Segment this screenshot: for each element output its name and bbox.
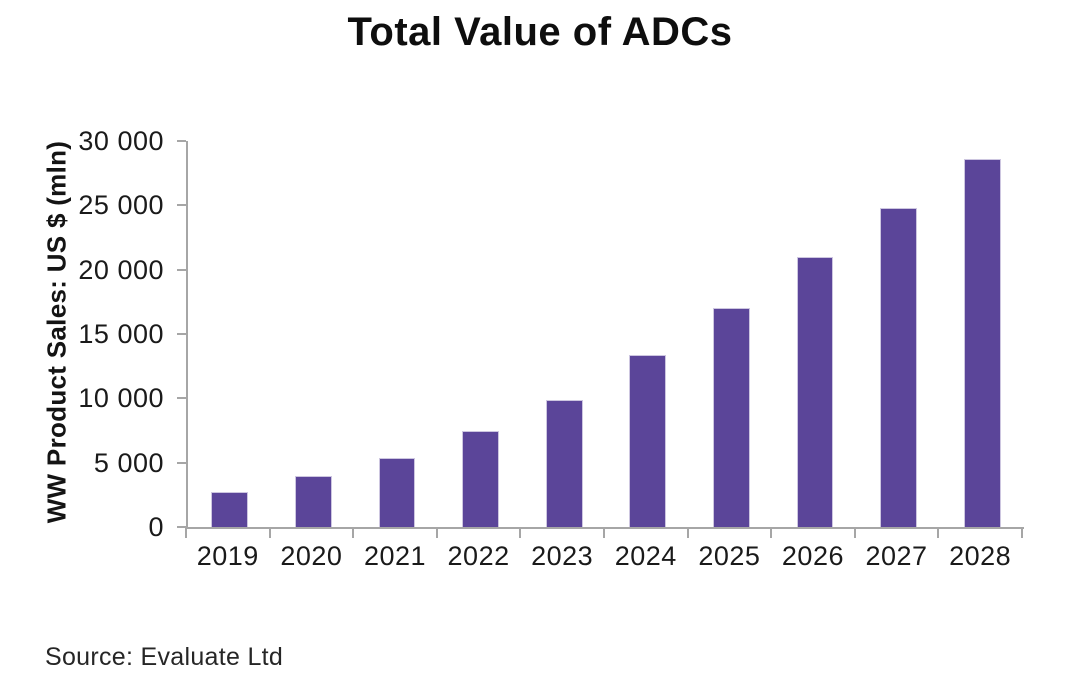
- y-tick-label-5000: 5 000: [93, 447, 164, 478]
- x-tick-mark-10: [1021, 529, 1023, 538]
- bar-cell-2020: [272, 141, 356, 527]
- x-tick-mark-5: [603, 529, 605, 538]
- y-tick-label-10000: 10 000: [78, 383, 164, 414]
- bar-2021: [378, 457, 416, 527]
- x-tick-mark-3: [435, 529, 438, 538]
- x-tick-mark-7: [770, 529, 773, 538]
- x-tick-label-2026: 2026: [781, 541, 844, 571]
- bar-2027: [880, 207, 917, 527]
- x-tick-mark-4: [519, 529, 522, 538]
- x-tick-label-2024: 2024: [614, 541, 677, 571]
- y-tick-label-15000: 15 000: [78, 319, 164, 349]
- x-axis-labels: 2019 2020 2021 2022 2023 2024 2025 2026 2027 2028: [186, 541, 1022, 572]
- bar-2028: [963, 159, 1001, 527]
- x-tick-mark-2: [352, 529, 355, 538]
- bar-cell-2023: [522, 141, 606, 527]
- y-tick-mark-15000: [177, 333, 186, 335]
- x-tick-label-2025: 2025: [698, 541, 761, 571]
- x-tick-label-2022: 2022: [447, 541, 510, 571]
- chart-title: Total Value of ADCs: [347, 10, 733, 54]
- y-tick-label-0: 0: [148, 512, 164, 542]
- y-tick-mark-20000: [177, 268, 186, 271]
- bar-2024: [629, 354, 667, 527]
- y-tick-label-25000: 25 000: [78, 190, 164, 221]
- bar-cell-2019: [188, 141, 272, 527]
- x-tick-mark-8: [853, 529, 856, 538]
- x-tick-mark-0: [185, 529, 187, 538]
- x-tick-mark-6: [686, 529, 689, 538]
- source-note: Source: Evaluate Ltd: [45, 643, 284, 671]
- x-tick-label-2020: 2020: [280, 541, 343, 571]
- bar-cell-2028: [940, 141, 1024, 527]
- bar-cell-2025: [690, 141, 774, 527]
- bar-2025: [712, 308, 750, 527]
- bar-cell-2024: [606, 141, 690, 527]
- bar-2023: [545, 399, 583, 527]
- y-tick-label-20000: 20 000: [78, 254, 164, 285]
- bar-cell-2027: [857, 141, 941, 527]
- bar-2020: [295, 475, 332, 527]
- y-tick-mark-5000: [177, 461, 186, 464]
- x-tick-label-2023: 2023: [531, 541, 594, 571]
- y-tick-label-30000: 30 000: [78, 126, 164, 156]
- bar-2022: [462, 430, 499, 527]
- x-tick-label-2021: 2021: [363, 541, 427, 571]
- bar-cell-2026: [773, 141, 857, 527]
- y-tick-mark-25000: [177, 204, 186, 207]
- plot-area: [186, 141, 1024, 529]
- x-tick-label-2028: 2028: [949, 541, 1012, 571]
- x-tick-label-2027: 2027: [865, 541, 928, 571]
- x-tick-mark-9: [937, 529, 940, 538]
- bar-cell-2022: [439, 141, 523, 527]
- bar-2026: [796, 256, 834, 527]
- x-tick-label-2019: 2019: [196, 541, 259, 571]
- y-tick-mark-30000: [177, 140, 186, 142]
- bar-2019: [211, 492, 249, 527]
- y-tick-mark-0: [177, 526, 186, 528]
- x-tick-mark-1: [268, 529, 271, 538]
- bar-cell-2021: [355, 141, 439, 527]
- y-tick-mark-10000: [177, 397, 186, 400]
